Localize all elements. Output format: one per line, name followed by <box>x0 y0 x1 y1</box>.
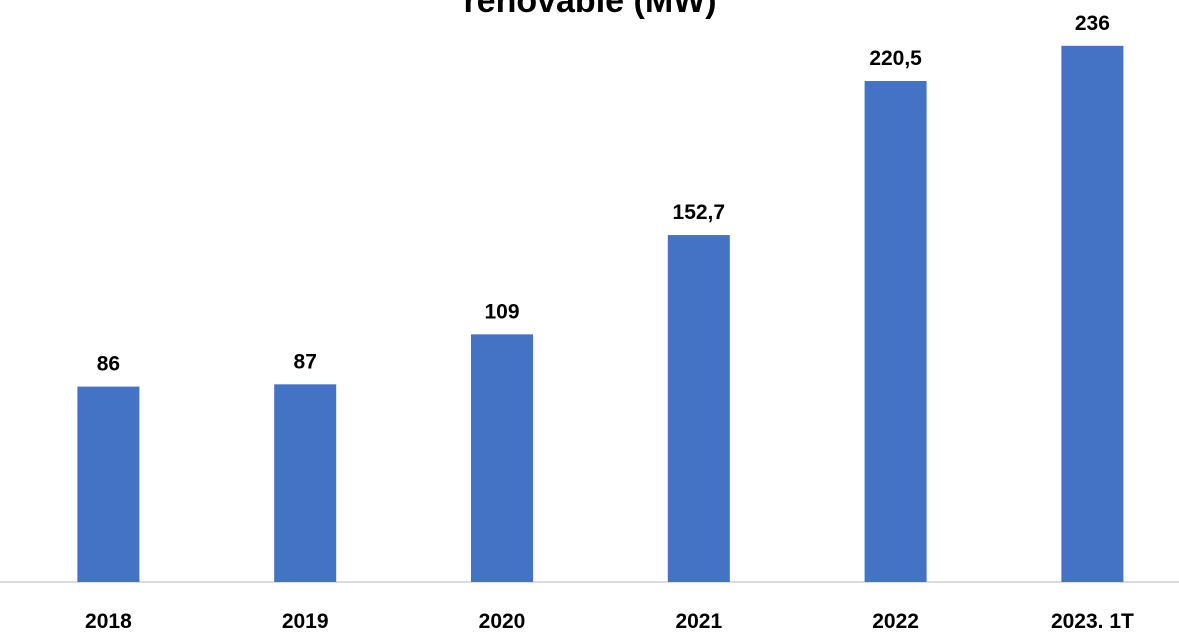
value-label: 109 <box>484 300 519 323</box>
value-label: 152,7 <box>673 201 726 224</box>
bar <box>274 384 337 582</box>
chart-title: renovable (MW) <box>463 0 716 20</box>
bar <box>471 334 533 582</box>
bar <box>667 235 730 582</box>
x-tick-label: 2020 <box>479 610 526 633</box>
x-tick-label: 2019 <box>282 610 329 633</box>
x-tick-label: 2018 <box>85 610 132 633</box>
x-tick-label: 2021 <box>675 610 722 633</box>
value-label: 236 <box>1075 12 1110 35</box>
bar <box>77 386 140 582</box>
value-label: 220,5 <box>869 47 922 70</box>
value-label: 87 <box>294 350 317 373</box>
bar <box>864 81 927 583</box>
value-label: 86 <box>97 353 120 376</box>
x-tick-label: 2022 <box>872 610 919 633</box>
x-tick-label: 2023. 1T <box>1051 610 1134 633</box>
bar <box>1061 45 1124 583</box>
